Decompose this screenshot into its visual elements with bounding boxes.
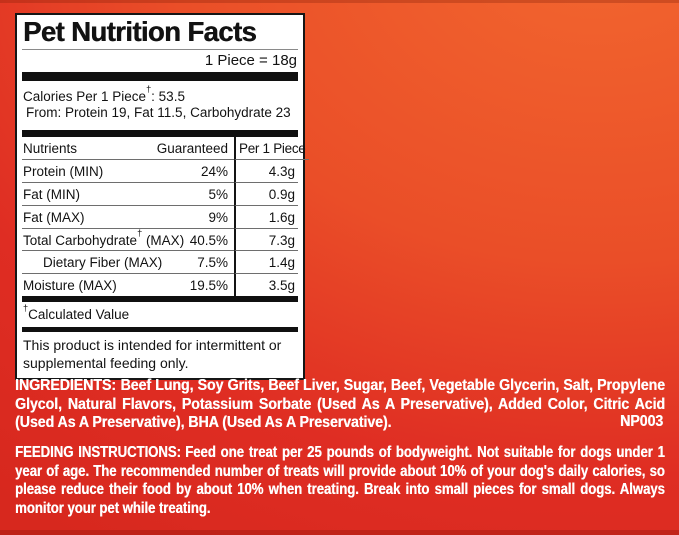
title-rule [22,48,298,50]
nutrient-per-piece: 1.4g [234,251,298,275]
product-code: NP003 [620,413,664,431]
calories-block: Calories Per 1 Piece†: 53.5 From: Protei… [23,84,298,122]
separator-bar [22,71,298,81]
calculated-value-footnote: †Calculated Value [23,302,130,323]
serving-size: 1 Piece = 18g [204,51,297,69]
background-bottom-shade [0,530,679,535]
ingredients-text: Beef Lung, Soy Grits, Beef Liver, Sugar,… [15,377,665,432]
header-guaranteed: Guaranteed [156,140,228,156]
nutrient-guaranteed: 5% [208,186,228,202]
dagger-mark: † [146,84,152,95]
nutrient-left-section: Fat (MIN) 5% [22,183,234,206]
background-top-shade [0,0,679,3]
panel-title: Pet Nutrition Facts [23,16,257,47]
separator-bar [22,129,298,137]
feeding-text: Feed one treat per 25 pounds of bodyweig… [15,444,665,517]
nutrient-per-piece: 1.6g [234,205,298,229]
nutrient-guaranteed: 24% [200,163,228,179]
nutrient-left-section: Moisture (MAX) 19.5% [22,274,234,296]
nutrient-per-piece: 7.3g [234,228,298,252]
nutrient-left-section: Fat (MAX) 9% [22,206,234,229]
nutrient-guaranteed: 19.5% [189,278,228,294]
separator-bar [22,296,298,303]
nutrient-name: Fat (MIN) [23,186,80,202]
calories-line: Calories Per 1 Piece†: 53.5 [23,84,185,104]
nutrient-row: Total Carbohydrate† (MAX) 40.5% 7.3g [22,227,298,252]
header-left-section: Nutrients Guaranteed [22,137,234,160]
feeding-instructions-paragraph: FEEDING INSTRUCTIONS: Feed one treat per … [15,444,665,518]
intermittent-feeding-statement: This product is intended for intermitten… [23,337,282,371]
nutrient-row: Dietary Fiber (MAX) 7.5% 1.4g [22,251,298,275]
nutrients-table: Nutrients Guaranteed Per 1 Piece Protein… [22,136,309,297]
nutrient-name: Dietary Fiber (MAX) [43,255,163,271]
nutrient-name: Total Carbohydrate† (MAX) [23,227,185,248]
nutrient-per-piece: 0.9g [234,182,298,206]
ingredients-heading: INGREDIENTS: [15,377,116,394]
nutrient-left-section: Protein (MIN) 24% [22,160,234,183]
nutrient-guaranteed: 9% [208,209,228,225]
nutrients-table-body: Protein (MIN) 24% 4.3g Fat (MIN) 5% 0.9g… [22,159,298,297]
dagger-mark: † [23,302,29,313]
header-per-piece: Per 1 Piece [234,136,309,160]
nutrient-per-piece: 3.5g [234,274,298,297]
header-nutrients: Nutrients [23,140,78,156]
nutrient-per-piece: 4.3g [234,159,298,183]
nutrient-name: Protein (MIN) [23,163,104,179]
nutrient-row: Fat (MAX) 9% 1.6g [22,205,298,229]
ingredients-paragraph: INGREDIENTS: Beef Lung, Soy Grits, Beef L… [15,377,665,433]
separator-bar [22,327,298,333]
nutrient-left-section: Dietary Fiber (MAX) 7.5% [22,251,234,275]
nutrient-guaranteed: 40.5% [189,232,228,248]
nutrient-row: Protein (MIN) 24% 4.3g [22,159,298,183]
nutrient-guaranteed: 7.5% [197,255,228,271]
nutrients-table-header: Nutrients Guaranteed Per 1 Piece [22,136,309,160]
nutrient-row: Fat (MIN) 5% 0.9g [22,182,298,206]
nutrient-name: Fat (MAX) [23,209,85,225]
nutrient-left-section: Total Carbohydrate† (MAX) 40.5% [22,227,234,252]
feeding-heading: FEEDING INSTRUCTIONS: [15,444,181,461]
nutrient-name: Moisture (MAX) [23,278,117,294]
nutrition-facts-panel: Pet Nutrition Facts 1 Piece = 18g Calori… [15,13,309,381]
nutrient-row: Moisture (MAX) 19.5% 3.5g [22,274,298,297]
calories-from-line: From: Protein 19, Fat 11.5, Carbohydrate… [26,105,291,121]
